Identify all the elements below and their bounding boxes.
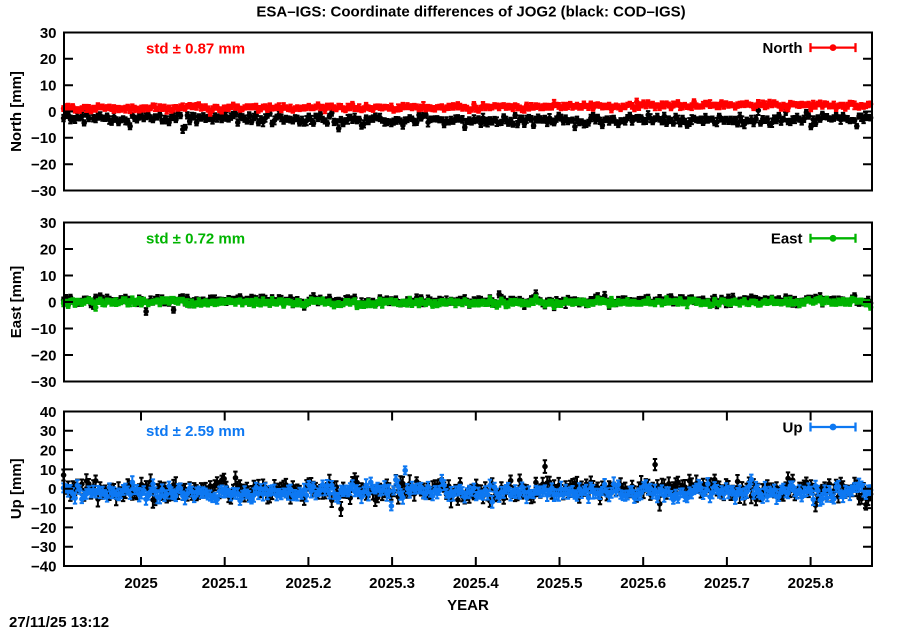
svg-text:−30: −30 — [31, 374, 56, 391]
svg-text:30: 30 — [40, 25, 57, 42]
svg-text:North [mm]: North [mm] — [8, 71, 25, 152]
svg-text:2025.4: 2025.4 — [453, 575, 500, 592]
svg-text:−10: −10 — [31, 501, 56, 518]
svg-text:30: 30 — [40, 215, 57, 232]
svg-text:−30: −30 — [31, 183, 56, 200]
svg-text:0: 0 — [48, 104, 56, 121]
svg-text:2025: 2025 — [124, 575, 157, 592]
svg-text:Up [mm]: Up [mm] — [8, 458, 25, 519]
svg-text:27/11/25 13:12: 27/11/25 13:12 — [9, 614, 109, 630]
svg-text:ESA–IGS: Coordinate difference: ESA–IGS: Coordinate differences of JOG2 … — [256, 4, 685, 21]
svg-text:North: North — [763, 40, 803, 57]
svg-text:2025.2: 2025.2 — [285, 575, 331, 592]
svg-text:0: 0 — [48, 294, 56, 311]
svg-text:2025.8: 2025.8 — [788, 575, 834, 592]
svg-text:std ± 0.72 mm: std ± 0.72 mm — [146, 231, 245, 248]
svg-text:−30: −30 — [31, 539, 56, 556]
svg-text:−10: −10 — [31, 321, 56, 338]
svg-text:30: 30 — [40, 423, 57, 440]
svg-text:40: 40 — [40, 404, 57, 421]
svg-text:20: 20 — [40, 241, 57, 258]
svg-text:2025.3: 2025.3 — [369, 575, 415, 592]
svg-text:−20: −20 — [31, 347, 56, 364]
svg-text:20: 20 — [40, 443, 57, 460]
svg-text:−20: −20 — [31, 157, 56, 174]
svg-text:20: 20 — [40, 51, 57, 68]
svg-text:2025.6: 2025.6 — [620, 575, 666, 592]
svg-text:YEAR: YEAR — [447, 597, 489, 614]
svg-text:2025.7: 2025.7 — [704, 575, 750, 592]
svg-text:2025.1: 2025.1 — [202, 575, 248, 592]
svg-text:−10: −10 — [31, 130, 56, 147]
svg-text:2025.5: 2025.5 — [537, 575, 583, 592]
svg-text:std ± 0.87 mm: std ± 0.87 mm — [146, 40, 245, 57]
svg-text:0: 0 — [48, 481, 56, 498]
svg-text:10: 10 — [40, 78, 57, 95]
svg-text:std ± 2.59 mm: std ± 2.59 mm — [146, 423, 245, 440]
svg-text:East [mm]: East [mm] — [8, 266, 25, 339]
svg-text:10: 10 — [40, 268, 57, 285]
svg-text:10: 10 — [40, 462, 57, 479]
svg-text:−40: −40 — [31, 558, 56, 575]
svg-text:−20: −20 — [31, 520, 56, 537]
svg-text:East: East — [771, 231, 803, 248]
svg-text:Up: Up — [783, 419, 803, 436]
